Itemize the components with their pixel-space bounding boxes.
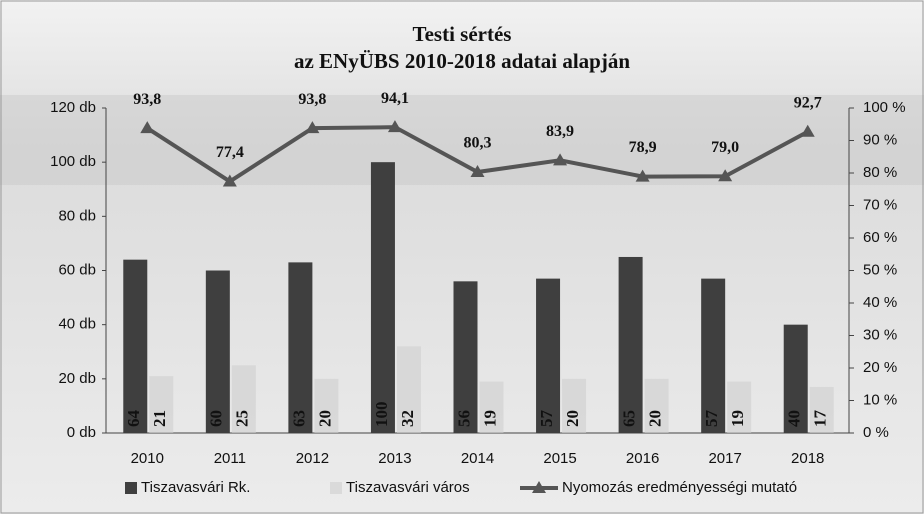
data-label: 93,8 <box>298 91 326 108</box>
data-label: 40 <box>785 410 804 427</box>
background-roof <box>0 95 924 185</box>
x-tick-label: 2010 <box>131 450 164 467</box>
x-tick-label: 2018 <box>791 450 824 467</box>
data-label: 93,8 <box>133 91 161 108</box>
x-tick-label: 2015 <box>543 450 576 467</box>
y2-tick-label: 70 % <box>863 196 897 213</box>
y2-tick-label: 30 % <box>863 326 897 343</box>
y-tick-label: 60 db <box>58 261 96 278</box>
bar <box>123 260 147 433</box>
chart-title: Testi sértés <box>413 22 512 46</box>
data-label: 57 <box>537 410 556 428</box>
data-label: 19 <box>480 410 499 427</box>
data-label: 19 <box>728 410 747 427</box>
data-label: 17 <box>811 410 830 428</box>
bar <box>701 279 725 433</box>
legend-label: Nyomozás eredményességi mutató <box>562 479 797 496</box>
data-label: 60 <box>207 410 226 427</box>
bar <box>206 271 230 434</box>
x-tick-label: 2013 <box>378 450 411 467</box>
bar <box>371 162 395 433</box>
data-label: 25 <box>233 410 252 427</box>
y2-tick-label: 100 % <box>863 99 906 116</box>
data-label: 65 <box>620 410 639 427</box>
bar <box>536 279 560 433</box>
data-label: 20 <box>563 410 582 427</box>
data-label: 64 <box>124 410 143 428</box>
x-tick-label: 2012 <box>296 450 329 467</box>
y2-tick-label: 40 % <box>863 294 897 311</box>
data-label: 63 <box>289 410 308 427</box>
data-label: 21 <box>150 410 169 427</box>
y2-tick-label: 90 % <box>863 131 897 148</box>
data-label: 94,1 <box>381 90 409 107</box>
data-label: 78,9 <box>629 139 657 156</box>
y-tick-label: 120 db <box>50 99 96 116</box>
y2-tick-label: 50 % <box>863 261 897 278</box>
x-tick-label: 2017 <box>708 450 741 467</box>
data-label: 56 <box>454 410 473 427</box>
data-label: 83,9 <box>546 123 574 140</box>
y2-tick-label: 20 % <box>863 359 897 376</box>
data-label: 57 <box>702 410 721 428</box>
bar <box>288 262 312 433</box>
background <box>0 0 924 514</box>
y2-tick-label: 80 % <box>863 164 897 181</box>
data-label: 20 <box>646 410 665 427</box>
x-tick-label: 2011 <box>214 450 246 467</box>
data-label: 100 <box>372 402 391 428</box>
legend-swatch <box>125 482 137 494</box>
y-tick-label: 100 db <box>50 153 96 170</box>
x-tick-label: 2016 <box>626 450 659 467</box>
y-tick-label: 0 db <box>67 424 96 441</box>
data-label: 79,0 <box>711 139 739 156</box>
chart-subtitle: az ENyÜBS 2010-2018 adatai alapján <box>294 49 630 73</box>
data-label: 32 <box>398 410 417 427</box>
y-tick-label: 40 db <box>58 316 96 333</box>
data-label: 80,3 <box>464 135 492 152</box>
data-label: 92,7 <box>794 94 822 111</box>
bar <box>619 257 643 433</box>
y2-tick-label: 10 % <box>863 391 897 408</box>
y-tick-label: 80 db <box>58 207 96 224</box>
x-tick-label: 2014 <box>461 450 494 467</box>
legend-swatch <box>330 482 342 494</box>
data-label: 77,4 <box>216 144 244 161</box>
legend-label: Tiszavasvári város <box>346 479 470 496</box>
y-tick-label: 20 db <box>58 370 96 387</box>
legend-label: Tiszavasvári Rk. <box>141 479 250 496</box>
chart: Testi sértés az ENyÜBS 2010-2018 adatai … <box>0 0 924 514</box>
y2-tick-label: 0 % <box>863 424 889 441</box>
y2-tick-label: 60 % <box>863 229 897 246</box>
data-label: 20 <box>315 410 334 427</box>
